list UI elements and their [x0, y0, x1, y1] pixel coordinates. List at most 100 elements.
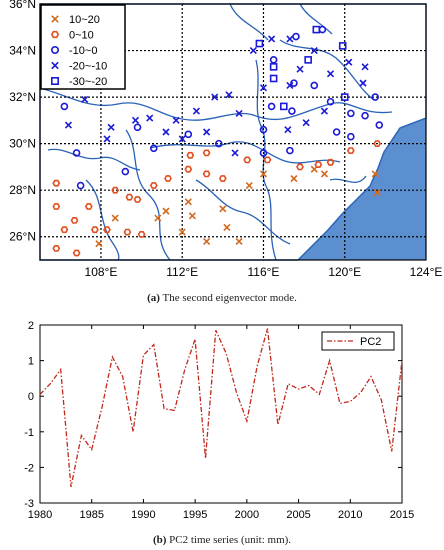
marker-circle — [347, 132, 355, 141]
marker-hexagon — [52, 245, 61, 252]
marker-x — [103, 135, 111, 143]
marker-x — [131, 116, 140, 124]
plot-frame — [39, 324, 403, 504]
caption-a-text: The second eigenvector mode. — [159, 292, 297, 304]
marker-stroke — [268, 35, 276, 43]
y-tick-label: 36°N — [9, 0, 36, 11]
marker-x — [326, 70, 335, 78]
marker-hexagon — [70, 217, 79, 224]
x-tick-label: 112°E — [166, 265, 198, 279]
marker-stroke — [111, 214, 119, 222]
legend-label: -10~0 — [69, 45, 97, 57]
marker-x — [111, 214, 119, 222]
marker-stroke — [81, 95, 89, 103]
x-tick-label: 2005 — [286, 509, 310, 521]
marker-x — [286, 81, 294, 90]
caption-b-text: PC2 time series (unit: mm). — [166, 534, 292, 546]
marker-circle — [259, 125, 268, 134]
marker-circle — [267, 102, 276, 111]
marker-stroke — [286, 35, 294, 43]
marker-stroke — [172, 116, 180, 124]
marker-stroke — [320, 107, 328, 115]
marker-x — [203, 237, 211, 245]
marker-stroke — [178, 228, 186, 236]
marker-x — [223, 223, 231, 231]
marker-x — [235, 237, 243, 245]
marker-x — [107, 123, 115, 131]
marker-x — [178, 228, 186, 236]
marker-stroke — [203, 128, 211, 136]
marker-x — [268, 35, 276, 43]
marker-circle — [184, 130, 193, 139]
marker-x — [284, 126, 292, 134]
marker-stroke — [64, 121, 73, 129]
marker-hexagon — [50, 30, 60, 39]
marker-stroke — [95, 240, 103, 248]
marker-circle — [310, 81, 319, 90]
marker-x — [192, 107, 200, 115]
marker-x — [64, 121, 73, 129]
marker-circle — [269, 56, 278, 64]
marker-hexagon — [218, 175, 227, 182]
y-tick-label: -2 — [24, 462, 34, 474]
marker-stroke — [235, 237, 243, 245]
marker-x — [320, 107, 328, 115]
marker-hexagon — [263, 156, 272, 164]
marker-square — [340, 93, 349, 101]
x-tick-label: 116°E — [248, 265, 280, 279]
x-tick-label: 2015 — [390, 509, 414, 521]
x-tick-label: 108°E — [85, 265, 118, 279]
marker-circle — [290, 79, 298, 87]
marker-circle — [361, 111, 369, 120]
marker-circle — [76, 181, 85, 190]
marker-x — [219, 205, 227, 213]
marker-hexagon — [346, 147, 355, 154]
x-tick-label: 1995 — [183, 509, 207, 521]
legend-label: -30~-20 — [69, 76, 107, 88]
y-tick-label: 0 — [28, 391, 34, 403]
marker-stroke — [203, 237, 211, 245]
marker-stroke — [231, 149, 239, 157]
marker-circle — [72, 149, 81, 157]
marker-x — [146, 114, 154, 122]
marker-x — [259, 170, 268, 178]
y-tick-label: -3 — [24, 498, 34, 510]
marker-hexagon — [133, 196, 142, 203]
marker-x — [245, 181, 253, 190]
marker-stroke — [286, 81, 294, 90]
marker-circle — [214, 139, 223, 148]
marker-stroke — [178, 135, 186, 143]
x-tick-label: 124°E — [410, 265, 443, 279]
marker-x — [361, 63, 369, 71]
marker-stroke — [146, 114, 154, 122]
legend-label: PC2 — [360, 336, 381, 348]
marker-x — [178, 135, 186, 143]
pc2-time-series: 1980 1985 1990 1995 2000 2005 2010 2015 -3 -2 -1 0 1… — [24, 320, 414, 521]
marker-x — [162, 207, 170, 215]
marker-stroke — [162, 207, 170, 215]
marker-stroke — [320, 170, 328, 178]
marker-stroke — [302, 119, 310, 127]
marker-x — [359, 79, 367, 87]
marker-stroke — [188, 212, 196, 220]
marker-x — [310, 46, 318, 55]
marker-x — [249, 46, 257, 55]
marker-stroke — [359, 79, 367, 87]
caption-a: (a) The second eigenvector mode. — [0, 292, 444, 304]
y-tick-label: 26°N — [9, 230, 36, 244]
marker-hexagon — [314, 161, 323, 168]
y-tick-label: 30°N — [9, 137, 36, 151]
marker-hexagon — [202, 149, 211, 157]
marker-square — [279, 102, 288, 111]
marker-x — [320, 170, 328, 178]
marker-hexagon — [296, 163, 304, 171]
map-markers — [52, 25, 384, 257]
marker-stroke — [326, 70, 335, 78]
marker-hexagon — [103, 226, 111, 234]
marker-x — [95, 240, 103, 248]
marker-stroke — [131, 116, 140, 124]
marker-circle — [288, 107, 296, 115]
marker-stroke — [235, 109, 243, 117]
x-tick-label: 1980 — [28, 509, 52, 521]
marker-square — [338, 42, 347, 50]
